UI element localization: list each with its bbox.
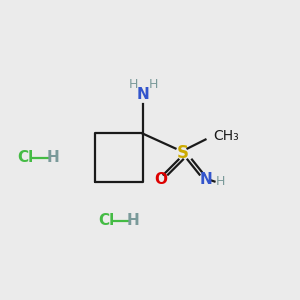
- Text: O: O: [154, 172, 167, 188]
- Text: Cl: Cl: [17, 150, 34, 165]
- Text: Cl: Cl: [98, 213, 115, 228]
- Text: H: H: [148, 77, 158, 91]
- Text: H: H: [216, 175, 225, 188]
- Text: S: S: [177, 144, 189, 162]
- Text: H: H: [129, 77, 138, 91]
- Text: N: N: [199, 172, 212, 188]
- Text: N: N: [136, 87, 149, 102]
- Text: H: H: [46, 150, 59, 165]
- Text: H: H: [127, 213, 140, 228]
- Text: CH₃: CH₃: [213, 130, 239, 143]
